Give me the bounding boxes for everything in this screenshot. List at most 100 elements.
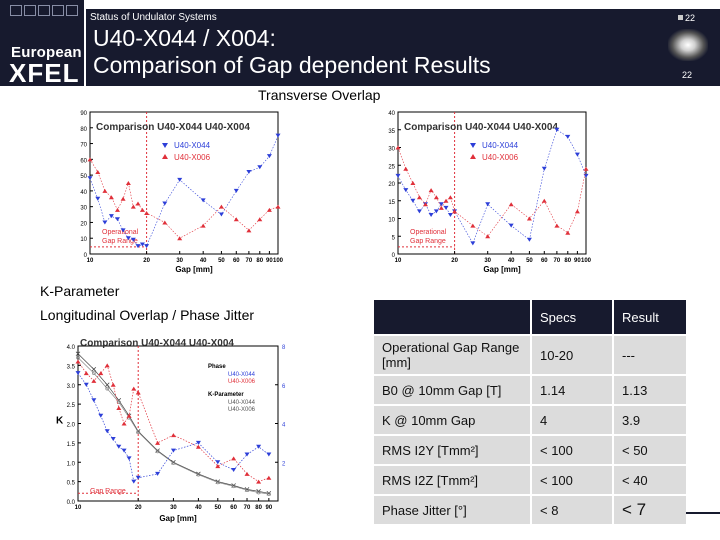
y-tick-label: 90 xyxy=(80,111,87,117)
table-cell: B0 @ 10mm Gap [T] xyxy=(374,376,532,404)
chart-title: Comparison U40-X044 U40-X004 xyxy=(404,122,558,133)
y-tick-label: 3.5 xyxy=(67,364,76,370)
data-point xyxy=(526,237,532,242)
data-point xyxy=(485,234,491,239)
data-point xyxy=(233,188,239,193)
data-point xyxy=(447,212,453,217)
data-point xyxy=(102,188,108,193)
legend-label: U40-X006 xyxy=(174,153,211,162)
data-point xyxy=(114,207,120,212)
table-cell: < 100 xyxy=(532,436,614,464)
data-point xyxy=(75,359,81,364)
plot-frame xyxy=(77,345,279,502)
data-point xyxy=(155,440,161,445)
legend-label: U40-X044 xyxy=(228,400,256,406)
table-cell: < 50 xyxy=(614,436,686,464)
data-point xyxy=(131,386,137,391)
data-point xyxy=(126,413,132,418)
y-tick-label: 30 xyxy=(80,206,87,212)
plot-frame xyxy=(89,111,279,255)
data-point xyxy=(215,464,221,469)
data-point xyxy=(131,479,137,484)
y-tick-label: 50 xyxy=(80,174,87,180)
data-point xyxy=(526,216,532,221)
slide-title-line-1: U40-X044 / X004: xyxy=(93,25,276,51)
y-tick-label: 20 xyxy=(80,221,87,227)
data-point xyxy=(443,198,449,203)
data-point xyxy=(195,444,201,449)
x-tick-label: 20 xyxy=(135,505,142,511)
x-tick-label: 20 xyxy=(451,258,458,264)
data-point xyxy=(104,429,110,434)
x-tick-label: 90 xyxy=(574,258,581,264)
table-cell: < 8 xyxy=(532,496,614,524)
y-tick-label: 0 xyxy=(84,253,88,259)
x-tick-label: 90 xyxy=(266,505,273,511)
data-point xyxy=(410,181,416,185)
data-point xyxy=(231,468,237,472)
data-point xyxy=(565,230,571,235)
data-point xyxy=(91,378,97,383)
chart-title: Comparison U40-X044 U40-X004 xyxy=(80,338,234,349)
x-axis-label: Gap [mm] xyxy=(483,265,521,274)
x-tick-label: 30 xyxy=(176,258,183,264)
data-point xyxy=(452,209,458,214)
title-bar: Status of Undulator Systems U40-X044 / X… xyxy=(86,9,720,86)
x-tick-label: 60 xyxy=(230,505,237,511)
data-point xyxy=(574,152,580,157)
y-tick-label: 70 xyxy=(80,143,87,149)
data-point xyxy=(233,217,239,222)
y-tick-label: 25 xyxy=(388,164,395,170)
table-cell: RMS I2Z [Tmm²] xyxy=(374,466,532,494)
xfel-logo: European XFEL xyxy=(0,0,84,88)
data-point xyxy=(433,209,439,214)
y-tick-label: 40 xyxy=(388,111,395,117)
data-point xyxy=(126,456,132,461)
table-cell: K @ 10mm Gap xyxy=(374,406,532,434)
y-tick-label: 10 xyxy=(388,218,395,224)
data-point xyxy=(110,437,116,441)
data-point xyxy=(121,421,127,426)
section-transverse-overlap: Transverse Overlap xyxy=(258,87,381,103)
y-right-tick-label: 6 xyxy=(282,384,286,390)
data-point xyxy=(416,209,422,214)
data-point xyxy=(395,145,401,150)
table-cell: 1.13 xyxy=(614,376,686,404)
x-tick-label: 100 xyxy=(273,258,284,264)
data-point xyxy=(583,166,589,171)
transverse-z-plot: 0 5 10 15 20 25 30 35 40 10 20 30 40 50 60 70 80 90 100 Gap… xyxy=(388,111,592,274)
legend-label: U40-X044 xyxy=(228,372,256,378)
x-tick-label: 100 xyxy=(581,258,592,264)
data-point xyxy=(155,449,160,454)
x-tick-label: 10 xyxy=(395,258,402,264)
y-axis-label: K xyxy=(56,416,64,427)
data-point xyxy=(200,198,206,203)
data-point xyxy=(275,204,281,209)
x-tick-label: 10 xyxy=(75,505,82,511)
data-point xyxy=(447,195,453,200)
data-point xyxy=(246,169,252,174)
y-tick-label: 15 xyxy=(388,200,395,206)
series-line xyxy=(89,135,279,247)
x-tick-label: 40 xyxy=(195,505,202,511)
x-tick-label: 60 xyxy=(233,258,240,264)
data-point xyxy=(470,223,476,228)
data-point xyxy=(130,204,136,209)
legend-label: U40-X006 xyxy=(482,153,519,162)
y-right-tick-label: 8 xyxy=(282,345,286,351)
y-tick-label: 2.0 xyxy=(67,423,76,429)
data-point xyxy=(438,202,444,207)
range-label: Gap Range xyxy=(410,238,446,245)
range-label: Operational xyxy=(102,229,139,236)
data-point xyxy=(91,371,96,375)
data-point xyxy=(98,371,104,376)
data-point xyxy=(215,460,221,465)
data-point xyxy=(508,223,514,228)
data-point xyxy=(438,205,444,210)
x-axis-label: Gap [mm] xyxy=(159,514,197,523)
data-point xyxy=(257,165,263,170)
logo-text-european: European xyxy=(11,44,82,61)
y-right-tick-label: 2 xyxy=(282,461,286,467)
data-point xyxy=(91,398,97,403)
section-k-parameter: K-Parameter xyxy=(40,283,120,299)
